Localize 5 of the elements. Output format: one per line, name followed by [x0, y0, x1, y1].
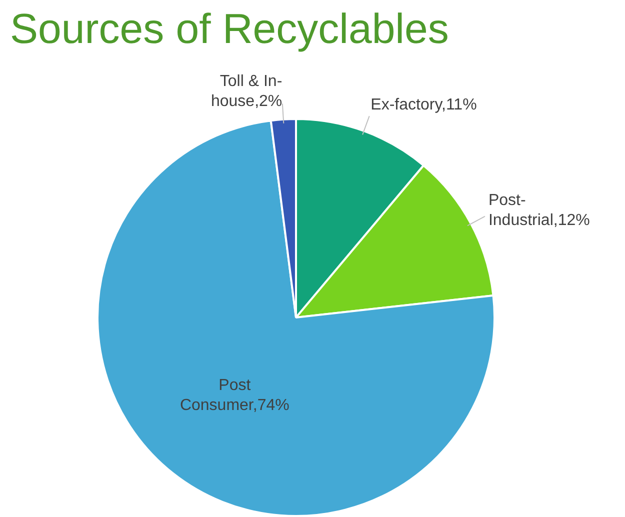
- slice-label: Toll & In-house,2%: [210, 73, 282, 110]
- slice-label: Ex-factory,11%: [370, 96, 477, 114]
- chart-title: Sources of Recyclables: [10, 4, 449, 54]
- slice-label: Post Consumer,74%: [180, 376, 290, 414]
- slice-label: Post-Industrial,12%: [488, 192, 590, 230]
